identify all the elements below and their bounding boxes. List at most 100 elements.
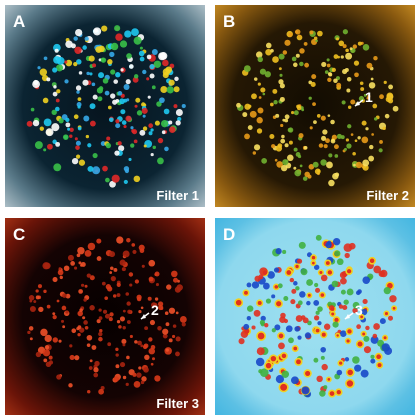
spot [279,54,285,60]
spot [64,60,67,63]
spot [77,333,80,336]
spot [74,355,79,360]
spot [121,339,126,344]
spot [328,180,334,186]
spot [260,69,266,75]
spot [144,144,147,147]
spot [280,83,285,88]
spot [331,139,336,144]
spot [56,89,60,93]
spot [92,63,96,67]
spot [69,135,72,138]
spot [332,68,336,72]
spot [298,300,303,305]
spot [126,98,129,101]
spot [148,260,155,267]
spot [141,381,145,385]
spot [343,299,348,304]
spot [299,291,306,298]
spot [285,114,290,119]
spot [43,290,46,293]
spot [76,141,81,146]
spot [109,117,114,122]
spot [258,57,263,62]
spot [62,306,67,311]
spot [127,320,131,324]
spot [126,79,131,84]
spot [120,68,123,71]
spot [322,129,327,134]
spot [40,329,47,336]
spot [105,314,110,319]
spot [311,82,316,87]
spot [115,348,118,351]
spot [271,144,275,148]
spot [169,126,176,133]
spot [98,337,103,342]
spot [337,258,344,265]
spot [95,46,102,53]
spot [157,326,162,331]
spot [136,372,141,377]
spot [345,357,349,361]
spot [365,326,369,330]
spot [27,331,30,334]
spot [93,95,98,100]
spot [117,320,120,323]
image-panel: BFilter 21 [215,5,415,207]
spot [90,359,93,362]
spot [78,97,82,101]
filter-caption: Filter 2 [366,188,409,203]
spot [166,284,171,289]
spot [350,99,355,104]
panel-letter: C [13,225,25,244]
spot [257,128,262,133]
spot [140,57,145,62]
spot [78,325,82,329]
spot [351,133,354,136]
spot [36,352,41,357]
spot [152,357,155,360]
spot [296,152,301,157]
spot [340,272,347,279]
spot [132,373,136,377]
spot [270,49,274,53]
spot [300,165,303,168]
spot [115,353,118,356]
spot [327,58,330,61]
spot [383,127,386,130]
spot [99,316,103,320]
spot [115,119,119,123]
spot [31,108,35,112]
spot [131,243,135,247]
spot [72,158,78,164]
spot [363,336,369,342]
spot [320,159,326,165]
spot [250,111,257,118]
spot [47,305,51,309]
spot [126,356,130,360]
spot [85,326,89,330]
spot [382,343,390,351]
spot [85,250,92,257]
spot [65,118,69,122]
spot [167,86,174,93]
spot [314,36,318,40]
spot [79,308,83,312]
spot [90,121,96,127]
spot [347,77,352,82]
spot [336,37,339,40]
spot [176,336,181,341]
spot [315,169,321,175]
spot [134,176,141,183]
spot [320,347,326,353]
spot [53,315,57,319]
spot [123,250,130,257]
spot [122,326,125,329]
spot [116,236,123,243]
spot [270,355,277,362]
spot [379,94,384,99]
spot [361,370,369,378]
spot [68,383,72,387]
spot [123,125,126,128]
